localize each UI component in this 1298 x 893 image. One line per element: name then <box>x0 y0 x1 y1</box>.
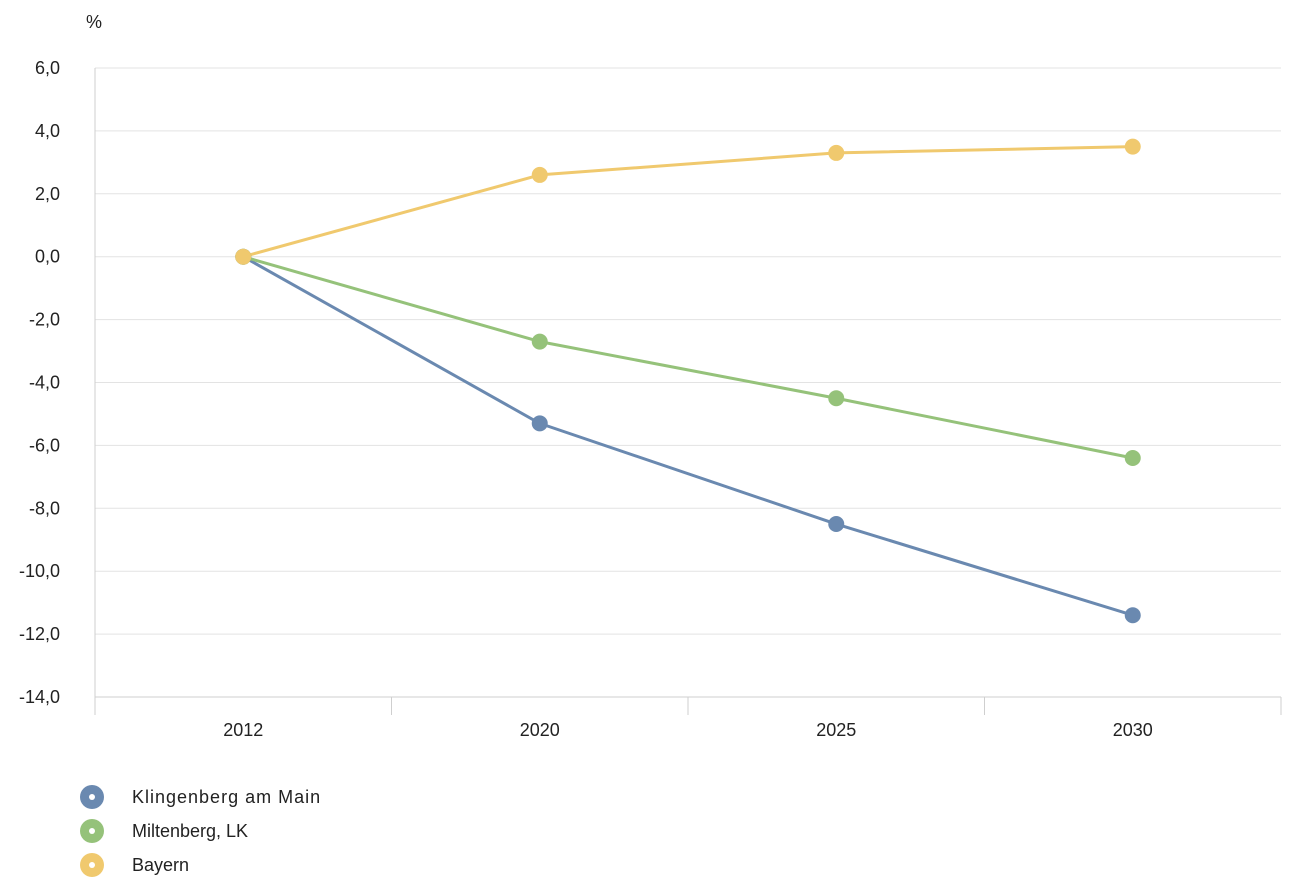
axes <box>94 68 1282 715</box>
legend-label-klingenberg: Klingenberg am Main <box>132 786 322 807</box>
chart-svg: % 6,0 4,0 2,0 0,0 -2,0 -4,0 -6,0 -8,0 -10,0 -12,0… <box>19 12 1282 740</box>
legend-label-miltenberg: Miltenberg, LK <box>132 820 249 841</box>
data-point <box>1124 449 1141 466</box>
legend: Klingenberg am Main Miltenberg, LK Bayer… <box>80 780 321 882</box>
legend-marker-miltenberg <box>80 819 104 843</box>
y-tick-label: 0,0 <box>35 247 60 267</box>
y-tick-label: -2,0 <box>29 310 60 330</box>
series-line <box>242 145 1133 259</box>
y-tick-label: -14,0 <box>19 687 60 707</box>
series-line <box>242 255 1134 460</box>
series-line <box>242 255 1134 617</box>
series <box>235 138 1141 624</box>
data-point <box>531 333 548 350</box>
line-chart: % 6,0 4,0 2,0 0,0 -2,0 -4,0 -6,0 -8,0 -10,0 -12,0… <box>19 12 1282 740</box>
y-axis-unit-label: % <box>86 12 102 32</box>
data-point <box>1124 138 1141 155</box>
data-point <box>1124 607 1141 624</box>
gridlines <box>95 67 1281 635</box>
y-tick-label: -10,0 <box>19 561 60 581</box>
y-tick-label: -4,0 <box>29 373 60 393</box>
x-tick-label: 2030 <box>1113 720 1153 740</box>
y-tick-label: 2,0 <box>35 184 60 204</box>
data-point <box>828 516 845 533</box>
x-tick-labels: 2012 2020 2025 2030 <box>223 720 1153 740</box>
legend-item-bayern[interactable]: Bayern <box>80 848 321 882</box>
data-point <box>531 166 548 183</box>
y-tick-label: -8,0 <box>29 498 60 518</box>
data-point <box>235 248 252 265</box>
y-tick-label: 6,0 <box>35 58 60 78</box>
x-tick-label: 2025 <box>816 720 856 740</box>
legend-label-bayern: Bayern <box>132 854 190 875</box>
data-point <box>828 390 845 407</box>
legend-marker-bayern <box>80 853 104 877</box>
legend-marker-klingenberg <box>80 785 104 809</box>
x-tick-label: 2012 <box>223 720 263 740</box>
x-tick-label: 2020 <box>520 720 560 740</box>
legend-item-miltenberg[interactable]: Miltenberg, LK <box>80 814 321 848</box>
y-tick-label: -6,0 <box>29 435 60 455</box>
data-point <box>531 415 548 432</box>
legend-item-klingenberg[interactable]: Klingenberg am Main <box>80 780 321 814</box>
y-tick-labels: 6,0 4,0 2,0 0,0 -2,0 -4,0 -6,0 -8,0 -10,0 -12,0 -1… <box>19 58 60 707</box>
y-tick-label: 4,0 <box>35 121 60 141</box>
data-point <box>828 144 845 161</box>
y-tick-label: -12,0 <box>19 624 60 644</box>
